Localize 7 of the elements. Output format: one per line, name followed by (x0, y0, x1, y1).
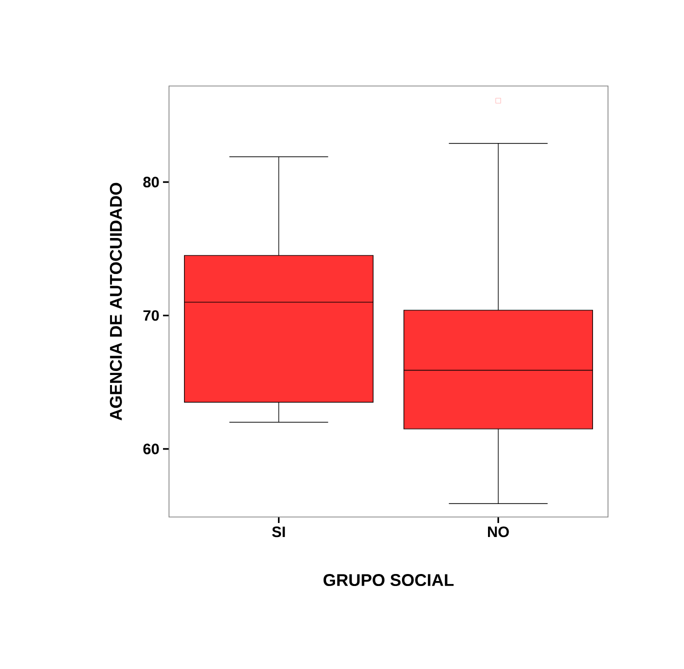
y-axis-title: AGENCIA DE AUTOCUIDADO (110, 182, 122, 420)
y-tick-label: 70 (143, 310, 159, 321)
y-tick-label: 80 (143, 176, 159, 188)
x-axis-title: GRUPO SOCIAL (324, 574, 454, 586)
y-tick-label: 60 (143, 444, 159, 454)
x-tick-label: SI (272, 526, 285, 538)
x-tick-label: NO (488, 526, 509, 538)
